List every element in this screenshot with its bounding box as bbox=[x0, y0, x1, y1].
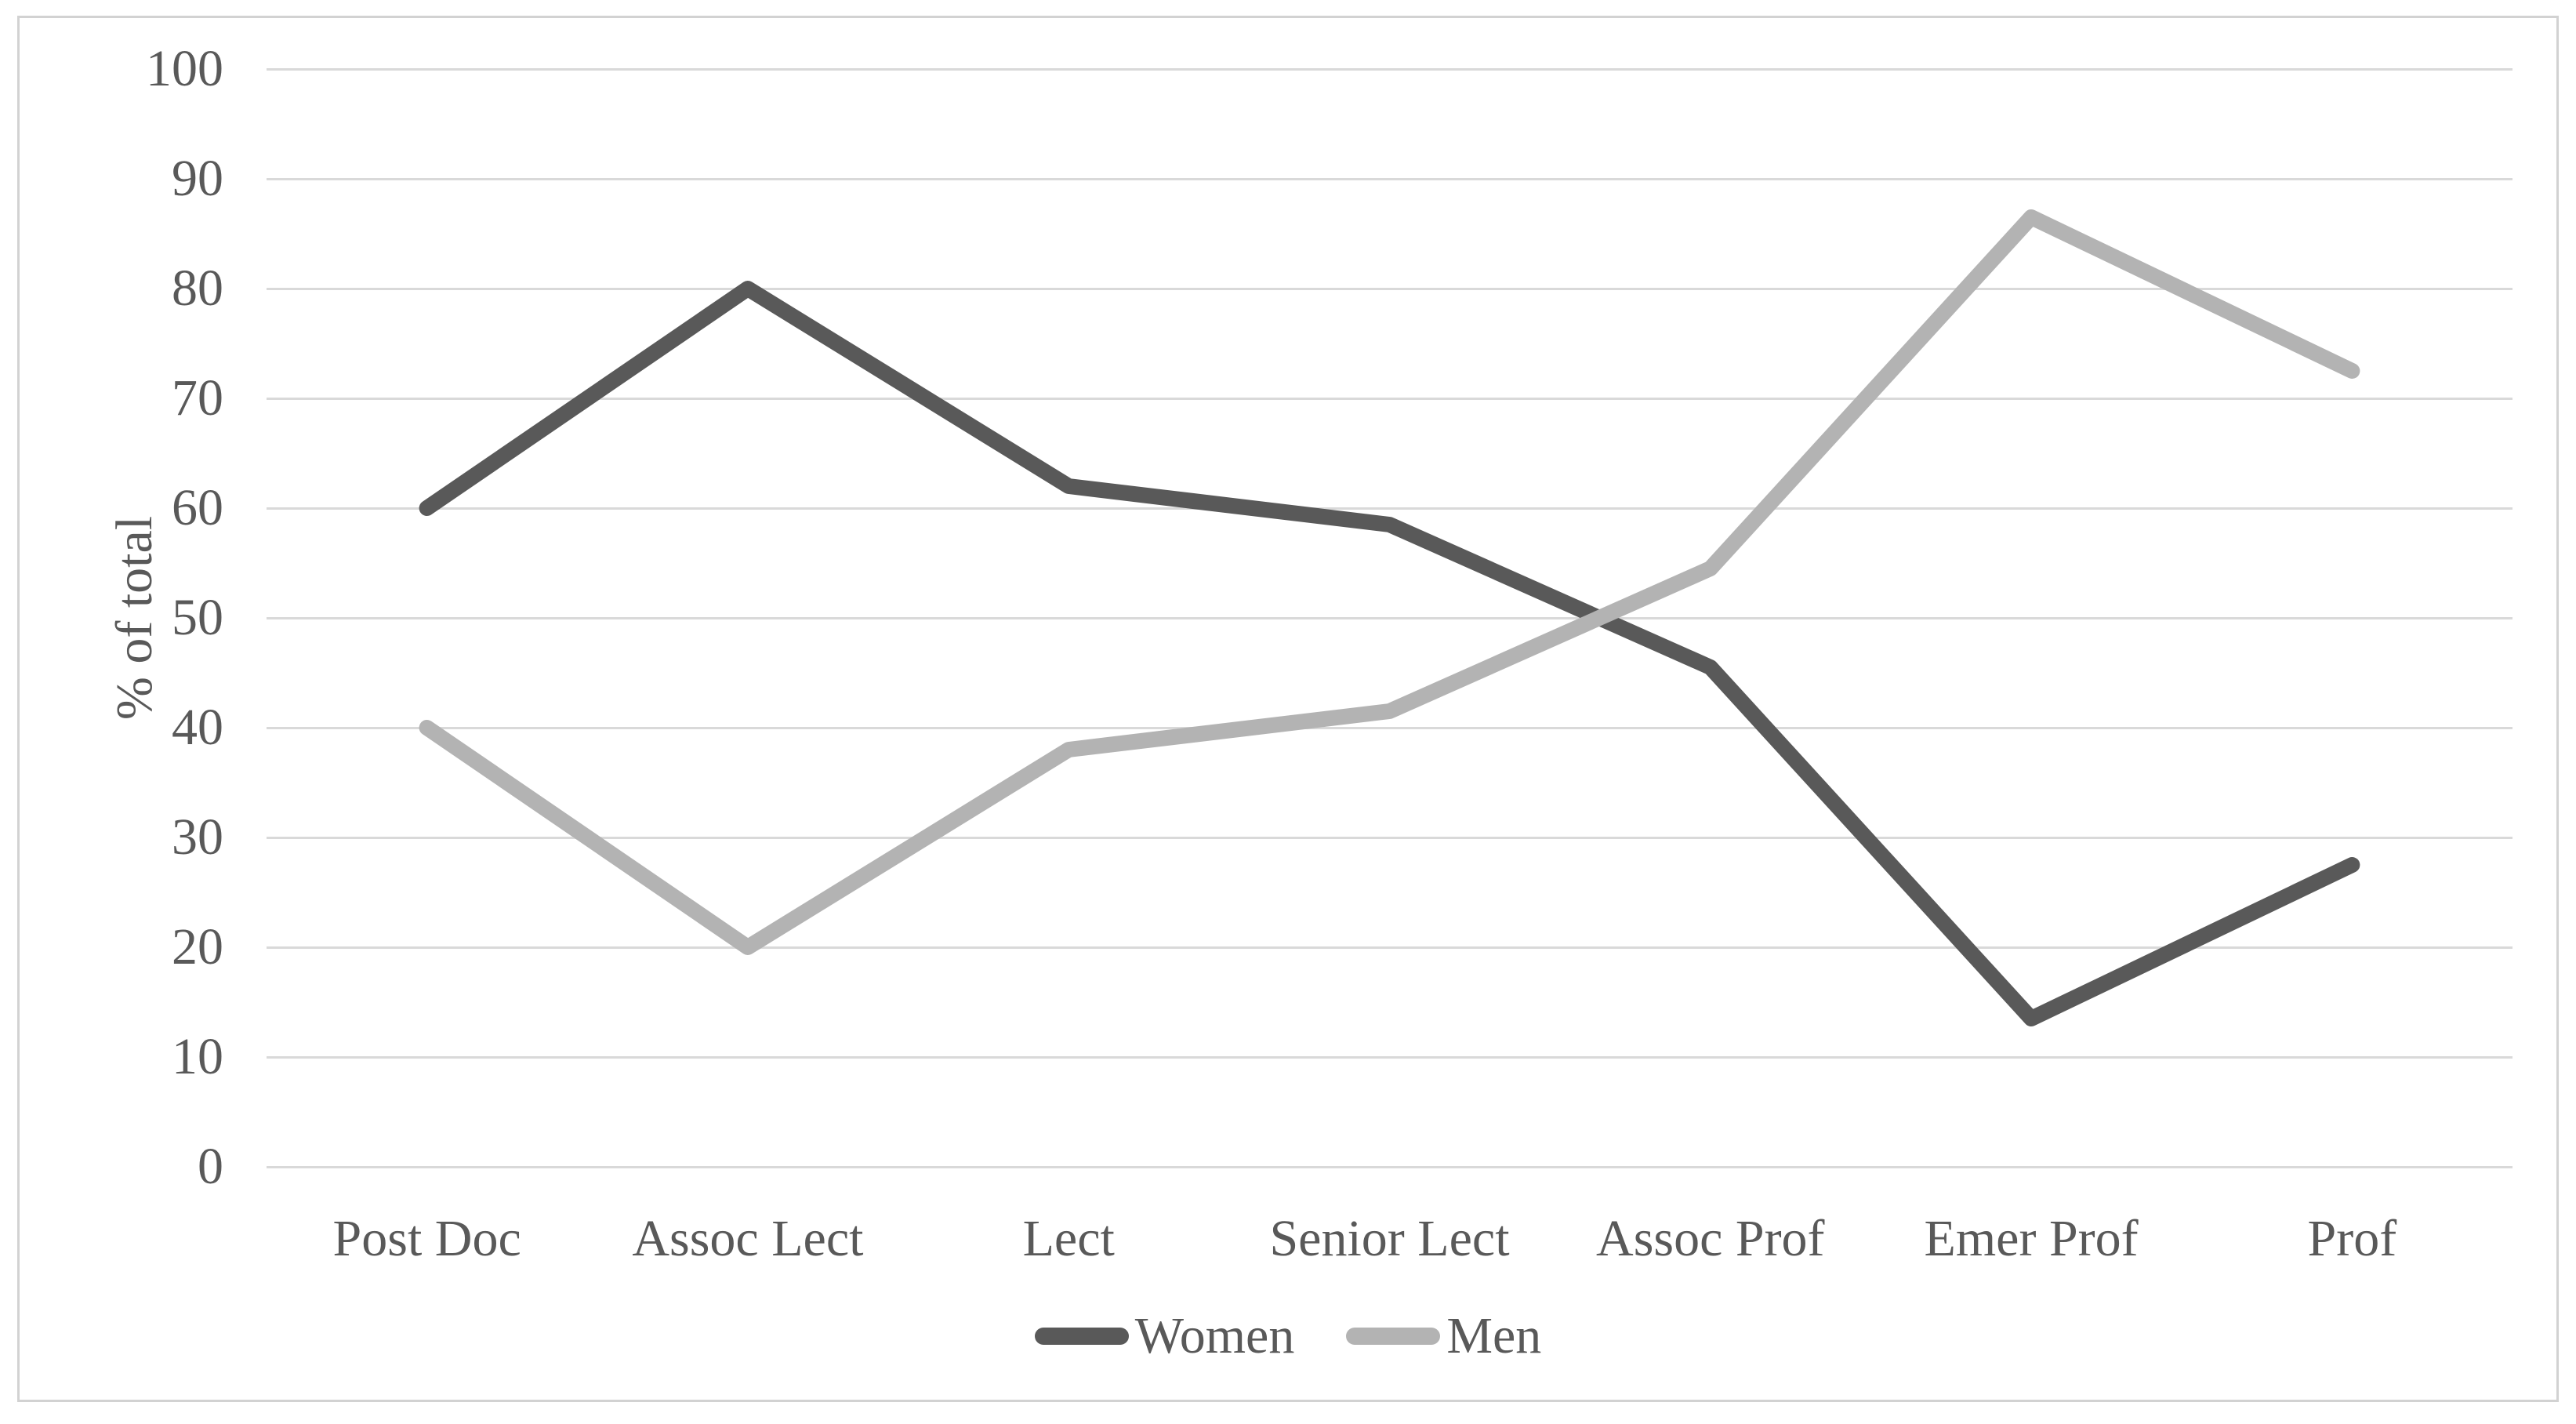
x-axis-label: Assoc Prof bbox=[1596, 1210, 1825, 1267]
y-axis-tick-label: 90 bbox=[172, 150, 223, 207]
series-line-men bbox=[419, 209, 2360, 955]
y-axis-tick-label: 40 bbox=[172, 699, 223, 756]
x-axis-label: Post Doc bbox=[332, 1210, 521, 1267]
legend: Women Men bbox=[0, 1305, 2576, 1368]
y-axis-tick-label: 70 bbox=[172, 369, 223, 427]
y-axis-tick-label: 60 bbox=[172, 479, 223, 536]
x-axis-label: Emer Prof bbox=[1924, 1210, 2139, 1267]
gridline bbox=[267, 1165, 2513, 1168]
legend-swatch-men bbox=[1346, 1328, 1441, 1345]
legend-swatch-women bbox=[1034, 1328, 1129, 1345]
gridline bbox=[267, 177, 2513, 180]
gridline bbox=[267, 616, 2513, 619]
series-line-women bbox=[419, 281, 2360, 1026]
legend-item-women: Women bbox=[1034, 1305, 1295, 1368]
gridline bbox=[267, 397, 2513, 400]
y-axis-tick-label: 30 bbox=[172, 808, 223, 866]
x-axis-label: Prof bbox=[2307, 1210, 2397, 1267]
legend-label: Women bbox=[1134, 1307, 1295, 1364]
gridline bbox=[267, 287, 2513, 290]
y-axis-tick-label: 80 bbox=[172, 260, 223, 317]
x-axis-label: Assoc Lect bbox=[632, 1210, 864, 1267]
y-axis-tick-label: 0 bbox=[198, 1138, 223, 1195]
plot-area bbox=[267, 67, 2513, 1168]
gridline bbox=[267, 836, 2513, 839]
x-axis-label: Senior Lect bbox=[1269, 1210, 1510, 1267]
gridline bbox=[267, 507, 2513, 510]
y-axis-tick-label: 10 bbox=[172, 1028, 223, 1085]
x-axis-label: Lect bbox=[1022, 1210, 1115, 1267]
gridline bbox=[267, 1055, 2513, 1059]
y-axis-tick-label: 100 bbox=[146, 40, 223, 97]
legend-item-men: Men bbox=[1346, 1305, 1541, 1368]
legend-label: Men bbox=[1446, 1307, 1542, 1364]
gridline bbox=[267, 726, 2513, 729]
y-axis-tick-label: 20 bbox=[172, 918, 223, 975]
gridline bbox=[267, 946, 2513, 949]
gridline bbox=[267, 67, 2513, 71]
y-axis-tick-label: 50 bbox=[172, 589, 223, 646]
series-lines bbox=[419, 209, 2360, 1026]
